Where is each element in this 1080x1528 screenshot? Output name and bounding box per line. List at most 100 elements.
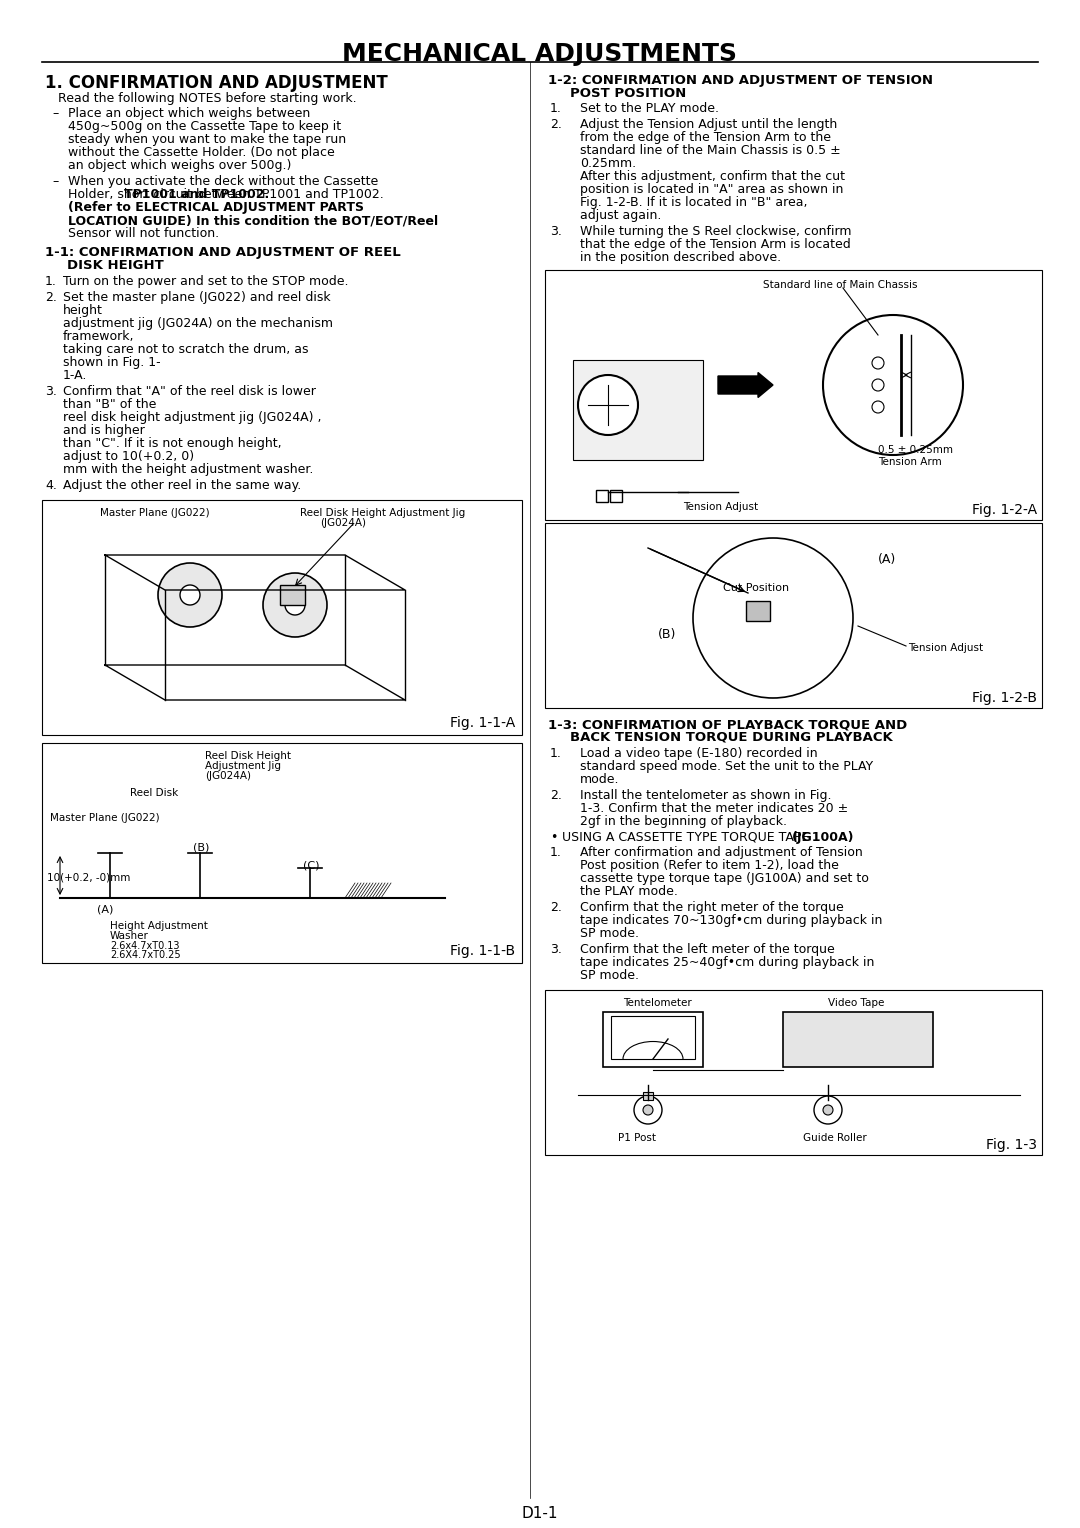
Circle shape xyxy=(872,358,885,368)
Text: from the edge of the Tension Arm to the: from the edge of the Tension Arm to the xyxy=(580,131,831,144)
Circle shape xyxy=(264,573,327,637)
Text: USING A CASSETTE TYPE TORQUE TAPE: USING A CASSETTE TYPE TORQUE TAPE xyxy=(562,831,813,843)
Text: Adjust the other reel in the same way.: Adjust the other reel in the same way. xyxy=(63,478,301,492)
Text: Video Tape: Video Tape xyxy=(828,998,885,1008)
Text: Confirm that the left meter of the torque: Confirm that the left meter of the torqu… xyxy=(580,943,835,957)
Circle shape xyxy=(693,538,853,698)
Text: Post position (Refer to item 1-2), load the: Post position (Refer to item 1-2), load … xyxy=(580,859,839,872)
Text: taking care not to scratch the drum, as: taking care not to scratch the drum, as xyxy=(63,342,309,356)
Text: Tension Adjust: Tension Adjust xyxy=(683,503,758,512)
Circle shape xyxy=(180,585,200,605)
Text: P1 Post: P1 Post xyxy=(618,1132,656,1143)
Text: 3.: 3. xyxy=(550,225,562,238)
Text: Adjustment Jig: Adjustment Jig xyxy=(205,761,281,772)
Text: (A): (A) xyxy=(878,553,896,565)
Text: (C): (C) xyxy=(303,860,320,871)
Circle shape xyxy=(814,1096,842,1125)
Text: standard line of the Main Chassis is 0.5 ±: standard line of the Main Chassis is 0.5… xyxy=(580,144,840,157)
Text: Tension Adjust: Tension Adjust xyxy=(908,643,983,652)
Text: DISK HEIGHT: DISK HEIGHT xyxy=(67,260,164,272)
Text: in the position described above.: in the position described above. xyxy=(580,251,781,264)
Text: 2.: 2. xyxy=(550,788,562,802)
Text: 4.: 4. xyxy=(45,478,57,492)
Text: Reel Disk: Reel Disk xyxy=(130,788,178,798)
Text: reel disk height adjustment jig (JG024A) ,: reel disk height adjustment jig (JG024A)… xyxy=(63,411,322,423)
Text: LOCATION GUIDE) In this condition the BOT/EOT/Reel: LOCATION GUIDE) In this condition the BO… xyxy=(68,214,438,228)
Text: Reel Disk Height: Reel Disk Height xyxy=(205,750,291,761)
Bar xyxy=(545,990,1042,1155)
Circle shape xyxy=(823,315,963,455)
Text: Cut Position: Cut Position xyxy=(723,584,789,593)
Circle shape xyxy=(578,374,638,435)
Text: Turn on the power and set to the STOP mode.: Turn on the power and set to the STOP mo… xyxy=(63,275,349,287)
Circle shape xyxy=(872,400,885,413)
Text: Fig. 1-1-A: Fig. 1-1-A xyxy=(449,717,515,730)
Text: Fig. 1-3: Fig. 1-3 xyxy=(986,1138,1037,1152)
Text: mode.: mode. xyxy=(580,773,620,785)
Text: D1-1: D1-1 xyxy=(522,1507,558,1520)
Text: While turning the S Reel clockwise, confirm: While turning the S Reel clockwise, conf… xyxy=(580,225,851,238)
Bar xyxy=(746,601,770,620)
Text: position is located in "A" area as shown in: position is located in "A" area as shown… xyxy=(580,183,843,196)
Text: (JG024A): (JG024A) xyxy=(205,772,251,781)
Text: When you activate the deck without the Cassette: When you activate the deck without the C… xyxy=(68,176,378,188)
Text: 2.: 2. xyxy=(550,118,562,131)
Text: Fig. 1-1-B: Fig. 1-1-B xyxy=(450,944,515,958)
Text: 2.6x4.7xT0.13: 2.6x4.7xT0.13 xyxy=(110,941,179,950)
Text: 450g~500g on the Cassette Tape to keep it: 450g~500g on the Cassette Tape to keep i… xyxy=(68,121,341,133)
Text: adjustment jig (JG024A) on the mechanism: adjustment jig (JG024A) on the mechanism xyxy=(63,316,333,330)
Text: POST POSITION: POST POSITION xyxy=(570,87,686,99)
Text: 1.: 1. xyxy=(550,747,562,759)
Text: Master Plane (JG022): Master Plane (JG022) xyxy=(100,507,210,518)
Text: Place an object which weighs between: Place an object which weighs between xyxy=(68,107,310,121)
Text: 3.: 3. xyxy=(45,385,57,397)
Text: Confirm that the right meter of the torque: Confirm that the right meter of the torq… xyxy=(580,902,843,914)
Text: SP mode.: SP mode. xyxy=(580,927,639,940)
Text: Fig. 1-2-A: Fig. 1-2-A xyxy=(972,503,1037,516)
Text: Standard line of Main Chassis: Standard line of Main Chassis xyxy=(762,280,918,290)
Bar xyxy=(280,585,305,605)
Text: MECHANICAL ADJUSTMENTS: MECHANICAL ADJUSTMENTS xyxy=(342,41,738,66)
Text: (B): (B) xyxy=(658,628,676,642)
Text: 0.5 ± 0.25mm: 0.5 ± 0.25mm xyxy=(878,445,953,455)
Text: 1.: 1. xyxy=(550,102,562,115)
Text: (JG100A): (JG100A) xyxy=(792,831,854,843)
Text: 1-1: CONFIRMATION AND ADJUSTMENT OF REEL: 1-1: CONFIRMATION AND ADJUSTMENT OF REEL xyxy=(45,246,401,260)
Bar xyxy=(545,270,1042,520)
Text: 1.: 1. xyxy=(45,275,57,287)
Text: SP mode.: SP mode. xyxy=(580,969,639,983)
Circle shape xyxy=(285,594,305,614)
Text: Tentelometer: Tentelometer xyxy=(623,998,692,1008)
Text: •: • xyxy=(550,831,557,843)
Bar xyxy=(603,1012,703,1067)
Text: 1-3. Confirm that the meter indicates 20 ±: 1-3. Confirm that the meter indicates 20… xyxy=(580,802,848,814)
Circle shape xyxy=(643,1105,653,1115)
Text: Fig. 1-2-B: Fig. 1-2-B xyxy=(972,691,1037,704)
FancyArrow shape xyxy=(718,373,773,397)
Text: and is higher: and is higher xyxy=(63,423,145,437)
Text: 2gf in the beginning of playback.: 2gf in the beginning of playback. xyxy=(580,814,787,828)
Text: tape indicates 25~40gf•cm during playback in: tape indicates 25~40gf•cm during playbac… xyxy=(580,957,875,969)
Text: 1-3: CONFIRMATION OF PLAYBACK TORQUE AND: 1-3: CONFIRMATION OF PLAYBACK TORQUE AND xyxy=(548,718,907,730)
Text: adjust again.: adjust again. xyxy=(580,209,661,222)
Text: Install the tentelometer as shown in Fig.: Install the tentelometer as shown in Fig… xyxy=(580,788,832,802)
Text: 1-2: CONFIRMATION AND ADJUSTMENT OF TENSION: 1-2: CONFIRMATION AND ADJUSTMENT OF TENS… xyxy=(548,73,933,87)
Text: BACK TENSION TORQUE DURING PLAYBACK: BACK TENSION TORQUE DURING PLAYBACK xyxy=(570,730,893,744)
Text: Set the master plane (JG022) and reel disk: Set the master plane (JG022) and reel di… xyxy=(63,290,330,304)
Text: tape indicates 70~130gf•cm during playback in: tape indicates 70~130gf•cm during playba… xyxy=(580,914,882,927)
Text: (B): (B) xyxy=(193,843,210,853)
Text: (A): (A) xyxy=(97,905,113,915)
Text: 2.6X4.7xT0.25: 2.6X4.7xT0.25 xyxy=(110,950,180,960)
Text: Set to the PLAY mode.: Set to the PLAY mode. xyxy=(580,102,719,115)
Text: 2.: 2. xyxy=(45,290,57,304)
Text: (JG024A): (JG024A) xyxy=(320,518,366,529)
Circle shape xyxy=(158,562,222,626)
Text: Height Adjustment: Height Adjustment xyxy=(110,921,207,931)
Bar xyxy=(610,490,622,503)
Text: adjust to 10(+0.2, 0): adjust to 10(+0.2, 0) xyxy=(63,451,194,463)
Text: Tension Arm: Tension Arm xyxy=(878,457,942,468)
Text: mm with the height adjustment washer.: mm with the height adjustment washer. xyxy=(63,463,313,477)
Text: an object which weighs over 500g.): an object which weighs over 500g.) xyxy=(68,159,292,173)
Text: than "B" of the: than "B" of the xyxy=(63,397,157,411)
Text: –: – xyxy=(52,107,58,121)
